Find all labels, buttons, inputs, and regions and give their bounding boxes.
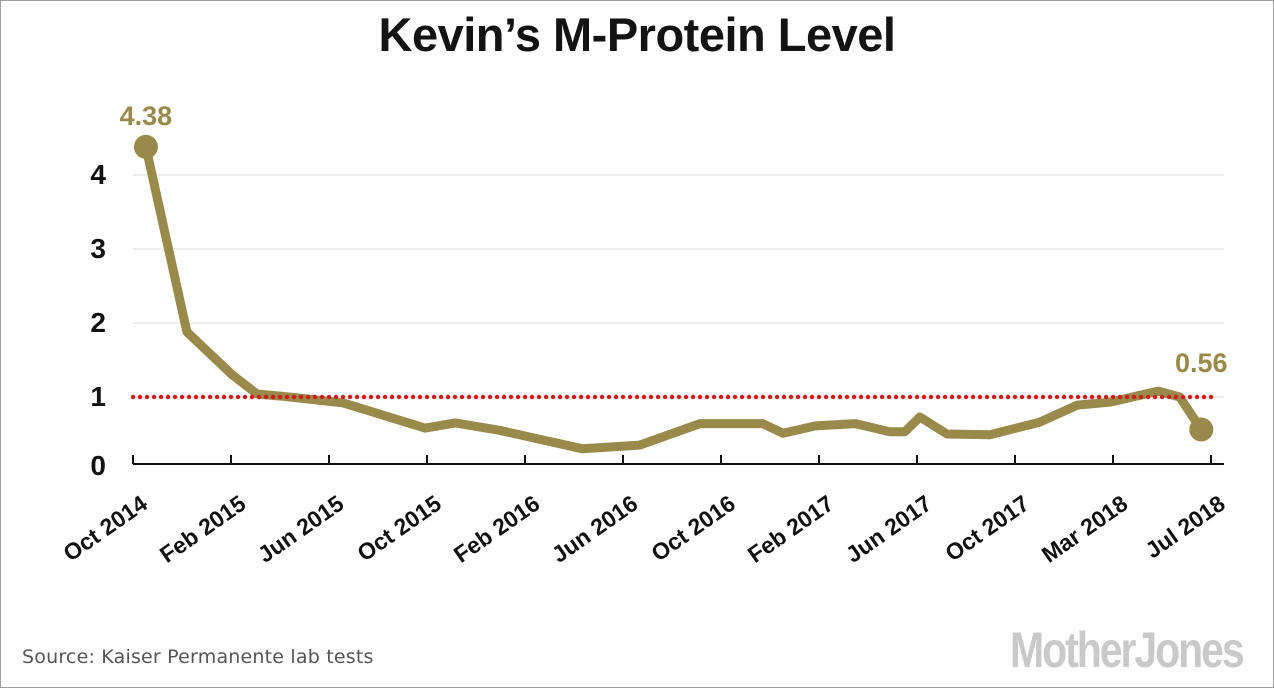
y-tick-label: 4: [90, 159, 106, 190]
y-tick-label: 3: [90, 233, 106, 264]
endpoint-dot: [1189, 417, 1214, 442]
endpoint-dot: [133, 134, 158, 159]
mprotein-line: [141, 142, 1206, 454]
y-tick-label: 2: [90, 307, 106, 338]
value-label: 0.56: [1175, 347, 1228, 378]
chart-title: Kevin’s M-Protein Level: [378, 8, 896, 61]
y-tick-label: 0: [90, 450, 106, 481]
y-tick-label: 1: [90, 381, 106, 412]
source-note: Source: Kaiser Permanente lab tests: [22, 646, 374, 668]
mother-jones-logo: MotherJones: [1010, 622, 1245, 678]
value-label: 4.38: [119, 100, 173, 131]
